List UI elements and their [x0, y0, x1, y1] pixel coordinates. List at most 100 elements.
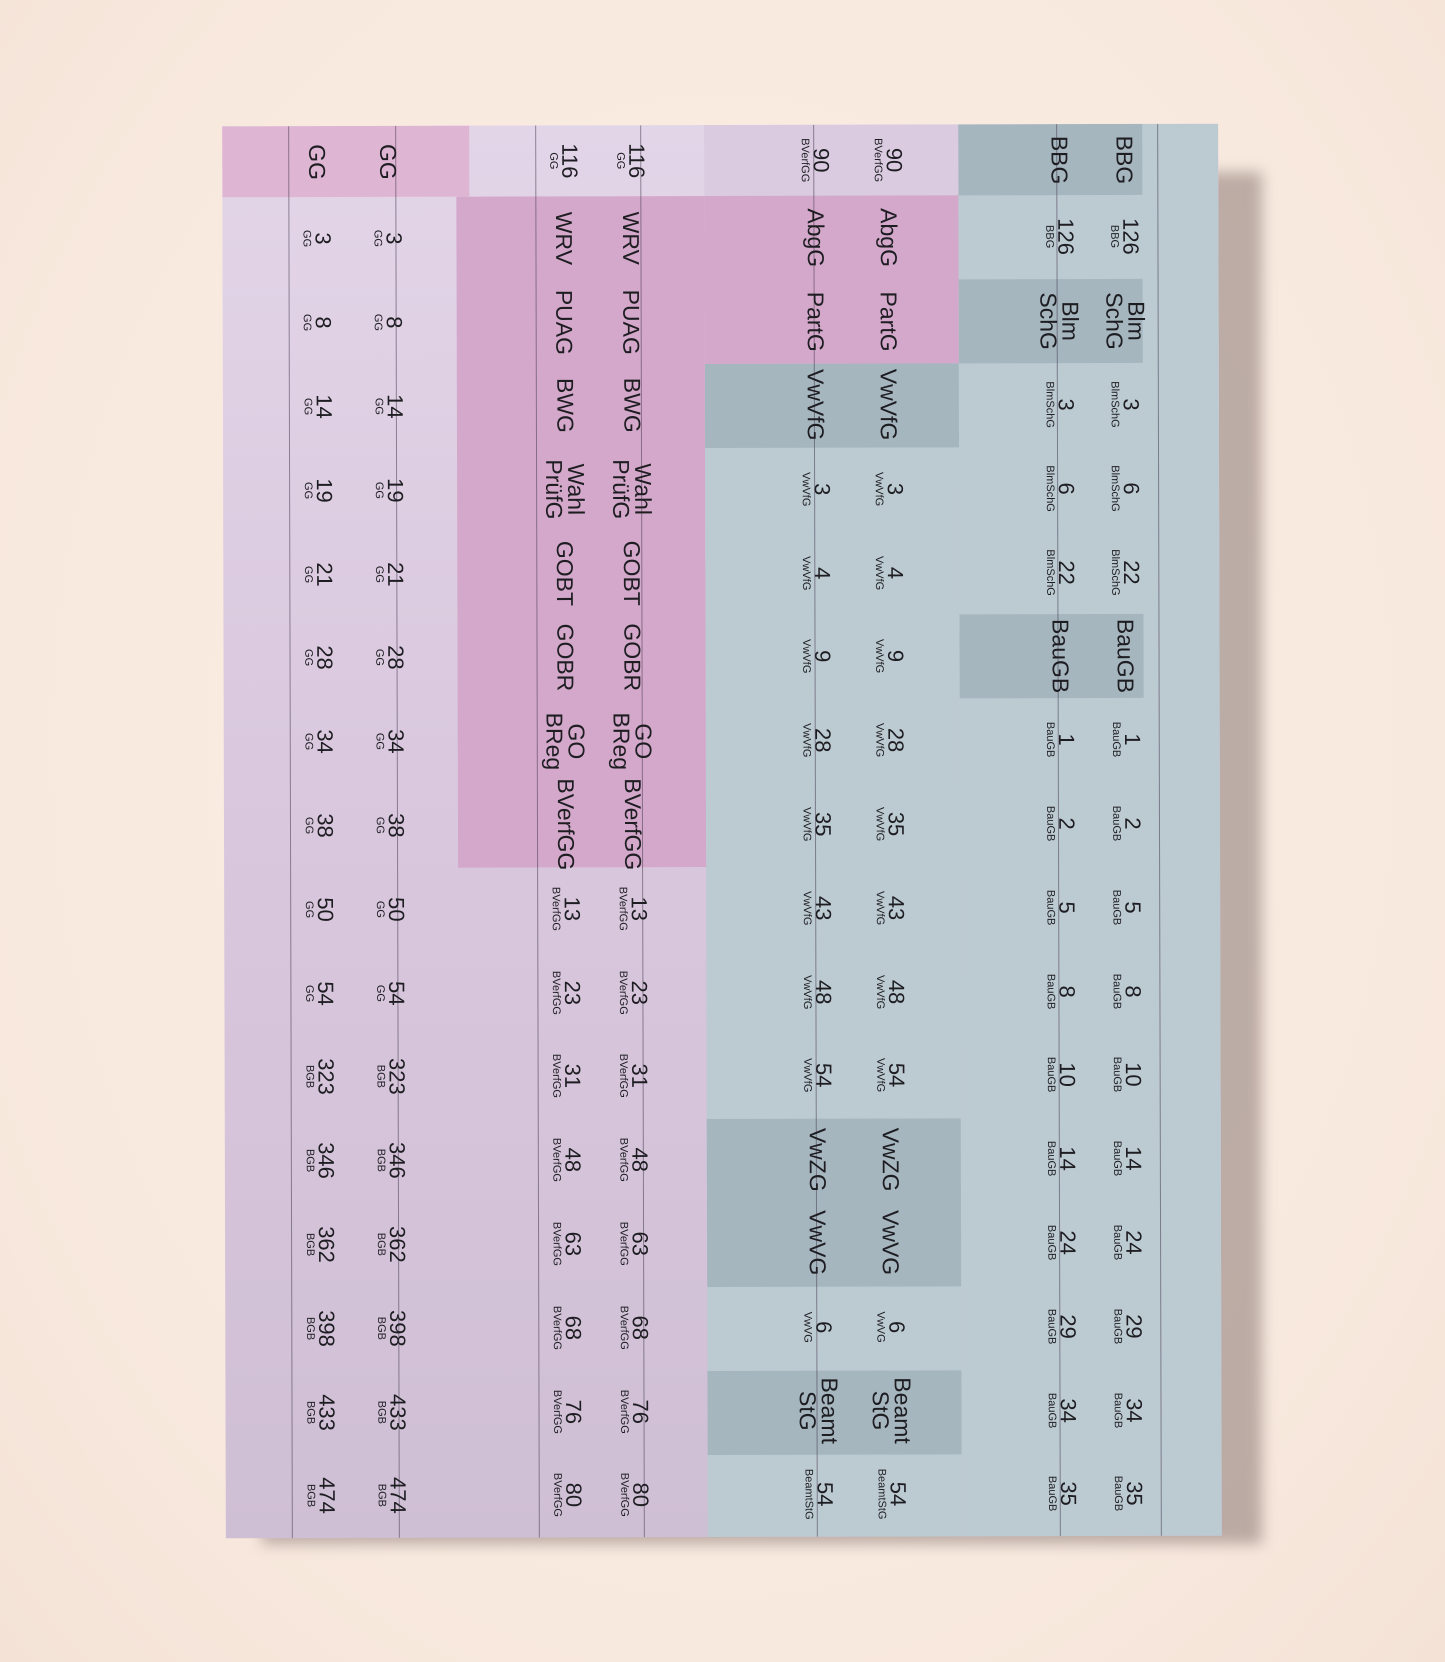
- section-number: 19: [311, 478, 337, 503]
- law-abbreviation: BauGB: [1110, 1057, 1123, 1093]
- law-title: VwVG: [877, 1210, 905, 1276]
- section-ref-cell: 28 VwVfG: [772, 698, 862, 782]
- section-ref-cell: 28 GG: [363, 616, 415, 700]
- section-number: 54: [811, 1063, 837, 1088]
- law-title: GOBR: [619, 623, 646, 692]
- section-number: 346: [313, 1142, 339, 1180]
- section-ref-cell: 2 BauGB: [1100, 781, 1153, 865]
- section-ref-cell: 43 VwVfG: [772, 866, 862, 950]
- law-abbreviation: VwVG: [801, 1311, 814, 1343]
- section-ref-cell: 48 VwVfG: [772, 950, 862, 1034]
- section-number: 2: [1054, 817, 1080, 830]
- section-ref-cell: 5 BauGB: [1100, 865, 1153, 949]
- section-ref-cell: 90 BVerfGG: [860, 124, 916, 195]
- law-abbreviation: VwVfG: [801, 1058, 814, 1093]
- law-abbreviation: BVerfGG: [551, 1473, 564, 1518]
- section-ref-cell: 22 BlmSchG: [1021, 530, 1099, 614]
- section-ref-cell: 31 BVerfGG: [609, 1034, 659, 1118]
- law-title: PartG: [802, 291, 829, 352]
- section-ref-cell: 6 BlmSchG: [1099, 446, 1152, 530]
- law-title: Blm SchG: [1035, 292, 1084, 350]
- section-ref-cell: 346 BGB: [365, 1119, 417, 1203]
- law-abbreviation: BauGB: [1046, 1476, 1059, 1512]
- section-number: 126: [1052, 218, 1078, 256]
- law-abbreviation: BBG: [1108, 225, 1121, 249]
- law-abbreviation: BlmSchG: [1043, 548, 1056, 596]
- law-title: PartG: [875, 291, 902, 352]
- law-abbreviation: GG: [371, 230, 384, 248]
- law-abbreviation: BVerfGG: [616, 886, 629, 931]
- section-number: 80: [628, 1482, 654, 1508]
- section-number: 48: [810, 979, 836, 1005]
- section-number: 50: [312, 897, 338, 922]
- law-abbreviation: BGB: [303, 1400, 317, 1424]
- law-abbreviation: VwVfG: [873, 890, 886, 926]
- section-number: 22: [1053, 559, 1079, 585]
- law-title: GOBR: [552, 623, 579, 692]
- section-number: 76: [560, 1399, 587, 1424]
- section-number: 346: [384, 1142, 410, 1179]
- section-number: 34: [1055, 1397, 1082, 1423]
- section-ref-cell: 76 BVerfGG: [609, 1369, 659, 1453]
- section-ref-cell: 9 VwVfG: [861, 614, 917, 698]
- section-number: 6: [811, 1320, 837, 1334]
- section-number: 29: [1121, 1313, 1147, 1339]
- section-ref-cell: 54 GG: [364, 951, 416, 1035]
- law-title-cell: PUAG: [607, 280, 657, 364]
- section-number: 9: [883, 650, 909, 663]
- law-abbreviation: GG: [302, 649, 315, 667]
- section-ref-cell: 323 BGB: [365, 1035, 417, 1119]
- section-number: 6: [1119, 482, 1145, 495]
- section-ref-cell: 8 GG: [363, 281, 415, 365]
- law-title-cell: BVerfGG: [524, 779, 608, 871]
- law-abbreviation: BauGB: [1111, 1476, 1124, 1512]
- law-title: VwZG: [877, 1127, 904, 1192]
- law-title: Wahl PrüfG: [608, 459, 657, 520]
- section-number: 14: [1055, 1146, 1081, 1172]
- section-ref-cell: 80 BVerfGG: [610, 1453, 660, 1537]
- law-title: BauGB: [1047, 618, 1074, 694]
- law-abbreviation: BauGB: [1045, 1392, 1059, 1428]
- law-abbreviation: GG: [302, 816, 315, 835]
- law-abbreviation: GG: [373, 900, 386, 918]
- section-number: 8: [1120, 984, 1146, 998]
- section-ref-cell: 8 BauGB: [1022, 949, 1100, 1033]
- section-ref-cell: 43 VwVfG: [862, 866, 918, 950]
- section-ref-cell: 24 BauGB: [1101, 1200, 1154, 1284]
- law-abbreviation: BGB: [375, 1484, 388, 1508]
- section-ref-cell: 14 BauGB: [1023, 1117, 1101, 1201]
- law-abbreviation: GG: [614, 152, 627, 170]
- section-ref-cell: 80 BVerfGG: [526, 1453, 610, 1537]
- law-title: PUAG: [551, 289, 578, 355]
- section-ref-cell: 14 GG: [273, 365, 363, 449]
- section-number: 3: [310, 232, 336, 246]
- section-number: 362: [384, 1225, 410, 1263]
- law-abbreviation: VwVfG: [873, 723, 886, 758]
- section-number: 19: [382, 477, 408, 503]
- law-abbreviation: BVerfGG: [550, 1305, 563, 1350]
- section-ref-cell: 398 BGB: [275, 1286, 365, 1370]
- section-ref-cell: 10 BauGB: [1101, 1033, 1154, 1117]
- section-number: 31: [560, 1063, 586, 1089]
- section-ref-cell: 6 VwVG: [773, 1285, 863, 1369]
- law-title: Blm SchG: [1101, 291, 1150, 350]
- section-number: 4: [809, 566, 835, 579]
- law-abbreviation: BVerfGG: [871, 138, 884, 183]
- section-ref-cell: 398 BGB: [365, 1286, 417, 1370]
- law-abbreviation: VwVfG: [873, 806, 886, 842]
- law-title-cell: BBG: [1020, 124, 1098, 195]
- law-title-cell: BVerfGG: [608, 779, 658, 871]
- section-number: 474: [314, 1477, 340, 1515]
- law-abbreviation: BVerfGG: [798, 138, 811, 183]
- law-abbreviation: BVerfGG: [549, 970, 562, 1015]
- law-title-cell: GG: [362, 126, 414, 197]
- section-number: 54: [885, 1482, 911, 1507]
- law-title-cell: BBG: [1098, 124, 1151, 195]
- section-number: 76: [627, 1399, 654, 1424]
- section-ref-cell: 2 BauGB: [1022, 782, 1100, 866]
- section-ref-cell: 362 BGB: [365, 1202, 417, 1286]
- section-number: 3: [1118, 398, 1144, 411]
- section-number: 5: [1054, 901, 1080, 914]
- section-number: 50: [383, 896, 409, 922]
- section-number: 35: [1121, 1481, 1147, 1507]
